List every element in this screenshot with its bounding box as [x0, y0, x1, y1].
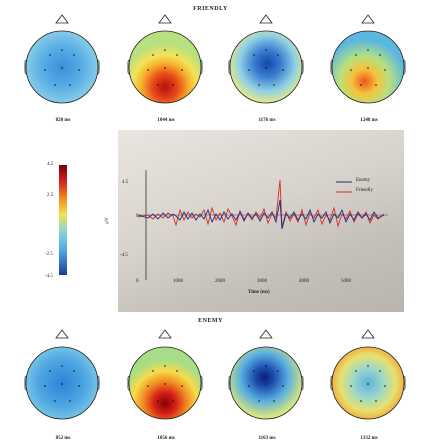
electrode-dots — [44, 49, 386, 86]
x-tick-0: 0 — [136, 279, 139, 284]
colorbar-tick-top: 4.5 — [47, 162, 54, 167]
enemy-title: ENEMY — [198, 318, 223, 324]
head-map-7 — [228, 329, 304, 420]
head-map-1 — [24, 14, 100, 104]
y-tick-zero: 0 — [136, 214, 139, 219]
colorbar-tick-bottom: -4.5 — [45, 274, 53, 279]
legend-enemy-label: Enemy — [356, 178, 371, 183]
erp-plot — [137, 170, 388, 280]
bottom-time-3: 1163 ms — [258, 436, 276, 441]
x-tick-1000: 1000 — [173, 279, 183, 284]
top-time-4: 1248 ms — [360, 118, 378, 123]
x-tick-3000: 3000 — [257, 279, 267, 284]
head-map-2 — [127, 14, 203, 104]
top-time-2: 1044 ms — [157, 118, 175, 123]
y-unit-label: µV — [104, 217, 110, 224]
bottom-head-maps — [24, 329, 406, 420]
legend-friendly-label: Friendly — [356, 188, 373, 193]
top-time-3: 1176 ms — [258, 118, 276, 123]
x-tick-2000: 2000 — [215, 279, 225, 284]
head-map-4 — [330, 14, 406, 104]
x-tick-4000: 4000 — [299, 279, 309, 284]
y-tick-bottom: -4.5 — [120, 253, 128, 258]
background-photo — [118, 130, 404, 312]
head-map-5 — [24, 329, 100, 420]
colorbar-tick-2: 2.5 — [47, 193, 54, 198]
head-map-8 — [330, 329, 406, 420]
colorbar — [59, 165, 67, 275]
electrode-dots-bottom — [44, 365, 386, 402]
erp-panel: 4.5 0 -4.5 µV 0 1000 2000 3000 4000 5000… — [105, 130, 404, 312]
top-head-maps — [24, 14, 406, 104]
top-time-1: 820 ms — [55, 118, 71, 123]
enemy-trace — [137, 199, 385, 230]
x-axis-label: Time (ms) — [248, 290, 270, 295]
head-map-6 — [127, 329, 203, 420]
x-tick-5000: 5000 — [341, 279, 351, 284]
bottom-time-1: 852 ms — [55, 436, 71, 441]
bottom-time-2: 1056 ms — [157, 436, 175, 441]
friendly-title: FRIENDLY — [193, 6, 228, 12]
head-map-3 — [228, 14, 304, 104]
y-tick-top: 4.5 — [122, 180, 129, 185]
colorbar-tick-3: -2.5 — [45, 252, 53, 257]
bottom-time-4: 1332 ms — [360, 436, 378, 441]
